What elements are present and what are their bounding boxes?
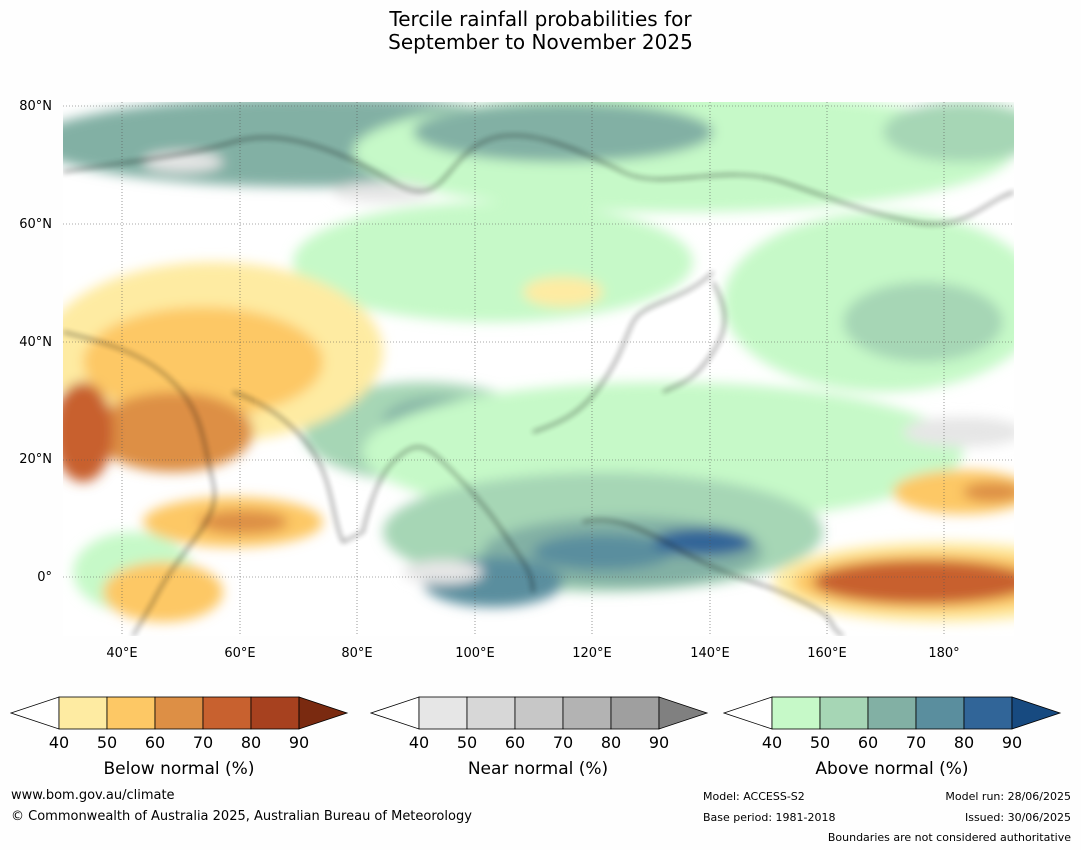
- website-link[interactable]: www.bom.gov.au/climate: [11, 788, 175, 803]
- lon-label-180: 180°: [928, 646, 960, 661]
- above-normal-swatch-over: [1011, 696, 1062, 730]
- below-normal-colorbar: [10, 696, 349, 730]
- lat-label-60n: 60°N: [19, 217, 52, 232]
- lon-label-60e: 60°E: [224, 646, 256, 661]
- above-tick-50: 50: [809, 733, 831, 752]
- below-normal-swatch-40: [58, 696, 108, 730]
- lat-label-80n: 80°N: [19, 99, 52, 114]
- above-tick-90: 90: [1001, 733, 1023, 752]
- lon-label-120e: 120°E: [572, 646, 612, 661]
- above-normal-swatch-under: [723, 696, 773, 730]
- below-normal-swatch-over: [298, 696, 349, 730]
- near-tick-40: 40: [408, 733, 430, 752]
- below-tick-60: 60: [144, 733, 166, 752]
- below-tick-70: 70: [192, 733, 214, 752]
- below-normal-label: Below normal (%): [103, 759, 255, 779]
- above-tick-80: 80: [953, 733, 975, 752]
- near-tick-60: 60: [504, 733, 526, 752]
- lat-label-0: 0°: [37, 570, 52, 585]
- below-tick-90: 90: [288, 733, 310, 752]
- near-tick-80: 80: [600, 733, 622, 752]
- rainfall-probability-map: [63, 102, 1014, 636]
- near-normal-swatch-60: [514, 696, 564, 730]
- near-normal-swatch-80: [610, 696, 660, 730]
- above-normal-colorbar: [723, 696, 1062, 730]
- near-normal-ticks: 40 50 60 70 80 90: [370, 733, 710, 753]
- near-tick-90: 90: [648, 733, 670, 752]
- near-tick-70: 70: [552, 733, 574, 752]
- below-normal-swatch-70: [202, 696, 252, 730]
- near-normal-swatch-40: [418, 696, 468, 730]
- below-normal-ticks: 40 50 60 70 80 90: [10, 733, 350, 753]
- lon-label-140e: 140°E: [690, 646, 730, 661]
- below-normal-swatch-80: [250, 696, 300, 730]
- model-run-text: Model run: 28/06/2025: [945, 790, 1071, 803]
- lon-label-80e: 80°E: [341, 646, 373, 661]
- above-normal-swatch-70: [915, 696, 965, 730]
- lat-label-20n: 20°N: [19, 452, 52, 467]
- lon-label-160e: 160°E: [807, 646, 847, 661]
- lon-label-100e: 100°E: [455, 646, 495, 661]
- above-tick-60: 60: [857, 733, 879, 752]
- base-period-text: Base period: 1981-2018: [703, 811, 836, 824]
- lon-label-40e: 40°E: [106, 646, 138, 661]
- below-tick-50: 50: [96, 733, 118, 752]
- below-tick-80: 80: [240, 733, 262, 752]
- above-normal-swatch-40: [771, 696, 821, 730]
- copyright-text: © Commonwealth of Australia 2025, Austra…: [11, 809, 472, 824]
- near-normal-colorbar: [370, 696, 709, 730]
- below-tick-40: 40: [48, 733, 70, 752]
- title-line-1: Tercile rainfall probabilities for: [389, 7, 692, 31]
- above-normal-swatch-60: [867, 696, 917, 730]
- above-normal-swatch-50: [819, 696, 869, 730]
- above-tick-40: 40: [761, 733, 783, 752]
- lat-label-40n: 40°N: [19, 335, 52, 350]
- model-text: Model: ACCESS-S2: [703, 790, 805, 803]
- map-title: Tercile rainfall probabilities for Septe…: [0, 8, 1081, 54]
- above-normal-ticks: 40 50 60 70 80 90: [723, 733, 1063, 753]
- near-tick-50: 50: [456, 733, 478, 752]
- above-tick-70: 70: [905, 733, 927, 752]
- title-line-2: September to November 2025: [388, 30, 693, 54]
- below-normal-swatch-50: [106, 696, 156, 730]
- below-normal-swatch-under: [10, 696, 60, 730]
- below-normal-swatch-60: [154, 696, 204, 730]
- issued-text: Issued: 30/06/2025: [964, 811, 1071, 824]
- near-normal-swatch-under: [370, 696, 420, 730]
- disclaimer-text: Boundaries are not considered authoritat…: [827, 831, 1071, 844]
- near-normal-swatch-over: [658, 696, 709, 730]
- above-normal-swatch-80: [963, 696, 1013, 730]
- near-normal-label: Near normal (%): [467, 759, 609, 779]
- near-normal-swatch-50: [466, 696, 516, 730]
- near-normal-swatch-70: [562, 696, 612, 730]
- above-normal-label: Above normal (%): [815, 759, 969, 779]
